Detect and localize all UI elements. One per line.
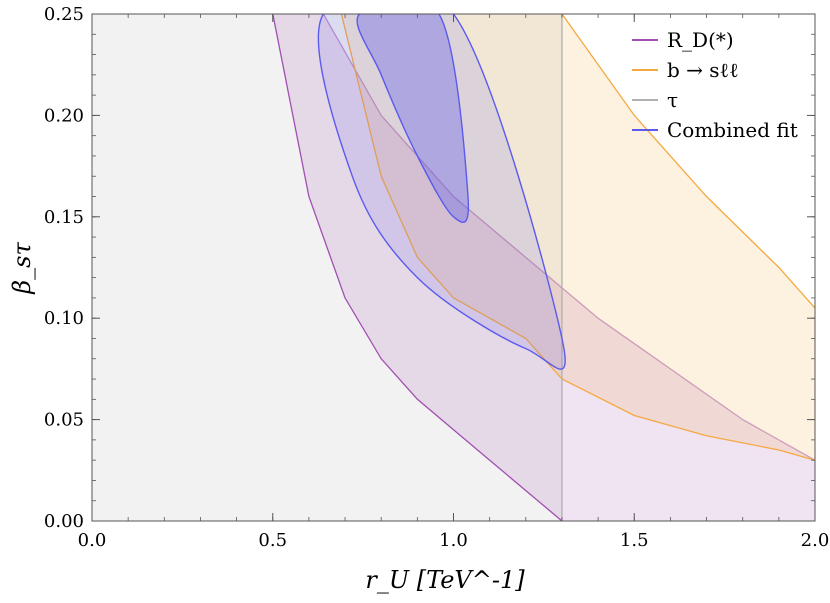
y-axis-label: β_sτ bbox=[8, 242, 36, 295]
x-tick-label: 1.5 bbox=[620, 530, 649, 551]
rd-lower-line bbox=[272, 13, 563, 522]
legend-label: b → sℓℓ bbox=[667, 58, 739, 82]
x-tick-label: 0.0 bbox=[78, 530, 107, 551]
legend-label: τ bbox=[667, 88, 678, 112]
x-axis-label: r_U [TeV^-1] bbox=[365, 566, 525, 594]
legend: R_D(*)b → sℓℓ τ Combined fit bbox=[632, 28, 798, 142]
y-tick-label: 0.05 bbox=[44, 410, 84, 431]
bsll-upper-line bbox=[561, 13, 816, 309]
rd-band bbox=[272, 14, 815, 521]
x-axis: 0.0 0.5 1.0 1.5 2.0 bbox=[78, 14, 830, 551]
combined-fit-inner-contour bbox=[356, 14, 470, 223]
tau-excluded-region bbox=[92, 14, 562, 521]
y-axis: 0.00 0.05 0.10 0.15 0.20 0.25 bbox=[44, 4, 815, 532]
plot-regions bbox=[92, 13, 816, 522]
x-tick-label: 2.0 bbox=[801, 530, 830, 551]
bsll-band bbox=[341, 14, 815, 461]
legend-label: Combined fit bbox=[667, 118, 798, 142]
y-tick-label: 0.00 bbox=[44, 511, 84, 532]
x-tick-label: 1.0 bbox=[439, 530, 468, 551]
legend-label: R_D(*) bbox=[667, 28, 734, 52]
y-tick-label: 0.20 bbox=[44, 105, 84, 126]
y-tick-label: 0.25 bbox=[44, 4, 84, 25]
x-tick-label: 0.5 bbox=[258, 530, 287, 551]
y-tick-label: 0.10 bbox=[44, 308, 84, 329]
y-tick-label: 0.15 bbox=[44, 207, 84, 228]
bsll-lower-line bbox=[340, 13, 816, 461]
combined-fit-outer-contour bbox=[317, 14, 566, 370]
